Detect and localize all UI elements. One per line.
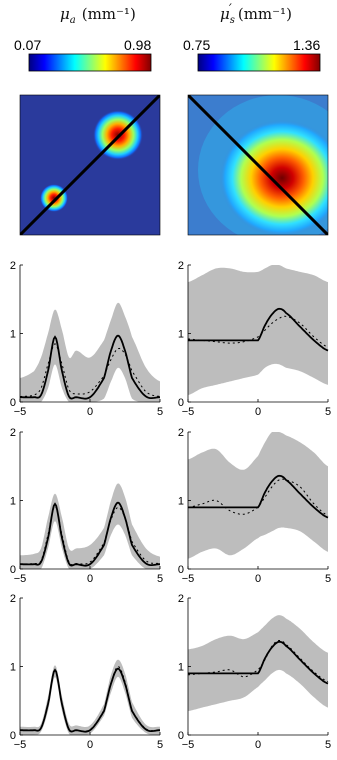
colorbar-right-min: 0.75 [183, 37, 210, 53]
x-tick-label: −5 [14, 739, 27, 751]
y-tick-label: 1 [10, 662, 16, 674]
x-tick-label: −5 [182, 406, 195, 418]
header-mu-s: μs′ (mm⁻¹) [220, 2, 292, 26]
y-tick-label: 2 [178, 593, 184, 605]
absorption-inclusion-small [40, 184, 68, 212]
colorbar-left [29, 54, 151, 71]
x-tick-label: 0 [87, 406, 93, 418]
y-tick-label: 1 [178, 662, 184, 674]
x-tick-label: 5 [325, 739, 331, 751]
colorbar-right [198, 54, 320, 71]
x-tick-label: −5 [14, 406, 27, 418]
x-tick-label: −5 [182, 573, 195, 585]
uncertainty-band [188, 265, 328, 395]
profile-plot-row3-left: 012−5 0 5 [10, 593, 163, 751]
true-profile-line [20, 669, 160, 732]
x-tick-label: 5 [157, 406, 163, 418]
absorption-map [20, 95, 160, 235]
header-mu-a: μa (mm⁻¹) [60, 5, 136, 26]
x-tick-label: −5 [14, 573, 27, 585]
y-tick-label: 2 [10, 427, 16, 439]
y-tick-label: 1 [178, 329, 184, 341]
y-tick-label: 2 [178, 260, 184, 272]
x-tick-label: 5 [325, 406, 331, 418]
profile-plot-row3-right: 012−5 0 5 [178, 593, 331, 751]
x-tick-label: 5 [157, 573, 163, 585]
x-tick-label: 0 [255, 406, 261, 418]
x-tick-label: −5 [182, 739, 195, 751]
x-tick-label: 5 [325, 573, 331, 585]
x-tick-label: 0 [87, 739, 93, 751]
y-tick-label: 2 [10, 593, 16, 605]
y-tick-label: 1 [10, 329, 16, 341]
y-tick-label: 2 [10, 260, 16, 272]
y-tick-label: 1 [10, 496, 16, 508]
profile-plot-row1-left: 012−5 0 5 [10, 260, 163, 418]
colorbar-left-min: 0.07 [14, 37, 41, 53]
scattering-map [188, 95, 337, 245]
x-tick-label: 5 [157, 739, 163, 751]
profile-plot-row2-left: 012−5 0 5 [10, 427, 163, 585]
y-tick-label: 1 [178, 496, 184, 508]
profile-plot-row2-right: 012−5 0 5 [178, 427, 331, 585]
profile-plot-row1-right: 012−5 0 5 [178, 260, 331, 418]
uncertainty-band [188, 615, 328, 711]
x-tick-label: 0 [255, 739, 261, 751]
colorbar-right-max: 1.36 [293, 37, 320, 53]
x-tick-label: 0 [255, 573, 261, 585]
x-tick-label: 0 [87, 573, 93, 585]
uncertainty-band [20, 660, 160, 735]
y-tick-label: 2 [178, 427, 184, 439]
colorbar-left-max: 0.98 [124, 37, 151, 53]
